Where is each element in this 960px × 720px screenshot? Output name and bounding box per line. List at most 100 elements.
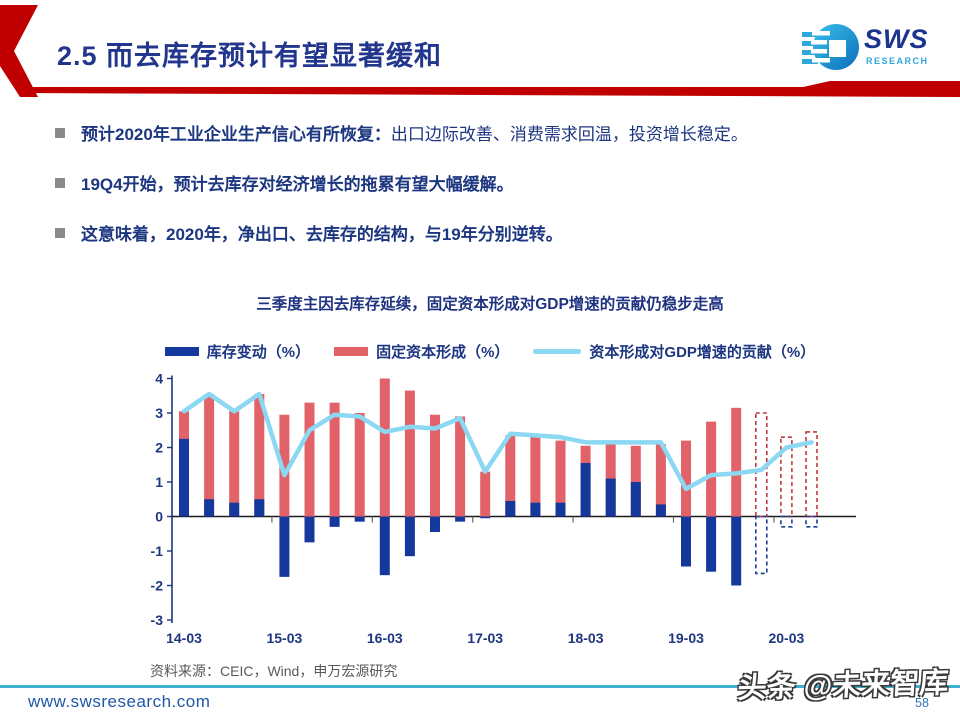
bar [605,478,616,517]
x-tick-label: 20-03 [768,630,804,646]
sws-logo: SWS RESEARCH [802,18,952,80]
bar [229,502,240,517]
bar [530,435,541,517]
x-tick-label: 18-03 [568,630,604,646]
bar [505,500,516,517]
bar [354,516,365,522]
bar [304,516,315,543]
footer-divider [0,685,960,688]
bar [731,407,742,517]
bar [655,504,666,517]
bar [480,471,491,517]
forecast-bar [754,515,768,575]
bar [655,444,666,517]
bullet-marker [55,128,65,138]
bar [555,502,566,517]
bullet-rest-text: 出口边际改善、消费需求回温，投资增长稳定。 [390,125,748,144]
chart-title: 三季度主因去库存延续，固定资本形成对GDP增速的贡献仍稳步走高 [256,296,724,313]
page-number: 58 [915,696,929,710]
x-tick-label: 15-03 [266,630,302,646]
legend-label: 固定资本形成（%） [376,344,510,361]
x-tick-label: 19-03 [668,630,704,646]
bar [430,516,440,533]
bar [731,516,742,586]
bullet-lead-text: 预计2020年工业企业生产信心有所恢复： [81,125,391,144]
forecast-bar [780,515,793,528]
bar [630,482,641,517]
legend-item-gdp-contribution: 资本形成对GDP增速的贡献（%） [533,341,815,362]
bar [580,445,591,517]
y-tick-label: -3 [151,612,164,628]
y-tick-label: 1 [155,474,163,490]
chart-legend: 库存变动（%） 固定资本形成（%） 资本形成对GDP增速的贡献（%） [140,341,840,362]
bullet-lead-text: 19Q4开始，预计去库存对经济增长的拖累有望大幅缓解。 [81,175,514,194]
legend-label: 库存变动（%） [206,344,311,361]
bullet-item: 19Q4开始，预计去库存对经济增长的拖累有望大幅缓解。 [55,170,945,194]
bar [204,394,215,517]
source-note: 资料来源：CEIC，Wind，申万宏源研究 [150,663,398,679]
bar [455,516,466,522]
bullet-lead-text: 这意味着，2020年，净出口、去库存的结构，与19年分别逆转。 [81,225,563,244]
bar [279,516,290,577]
y-tick-label: -2 [151,578,164,594]
red-header-band [20,81,960,97]
bar [179,411,189,517]
bullet-item: 这意味着，2020年，净出口、去库存的结构，与19年分别逆转。 [55,220,945,244]
y-tick-label: 4 [155,371,163,387]
bar [455,416,466,517]
legend-item-inventory: 库存变动（%） [164,341,311,362]
bar [681,516,691,567]
bar [605,444,616,517]
bar [706,421,717,517]
y-tick-label: 2 [155,440,163,456]
bar [179,438,189,517]
bar [254,394,265,517]
forecast-bar [754,412,768,518]
bar [379,516,390,576]
header-decoration [0,5,960,97]
bar [505,435,516,517]
forecast-bar [805,431,818,518]
bar [354,413,365,517]
bar [304,402,315,517]
bullet-marker [55,228,65,238]
bullet-marker [55,178,65,188]
bar [480,516,491,519]
page-title: 2.5 而去库存预计有望显著缓和 [57,41,443,71]
bar [229,411,240,517]
x-tick-label: 17-03 [467,630,503,646]
legend-swatch-red-bar [334,347,369,356]
bar [329,516,340,527]
bar [430,414,440,517]
y-tick-label: -1 [151,543,164,559]
x-tick-label: 16-03 [367,630,403,646]
logo-text: SWS [864,24,929,54]
bar [555,440,566,517]
bar [681,440,691,517]
website-url: www.swsresearch.com [28,692,211,711]
legend-swatch-line [533,349,582,354]
legend-swatch-navy-bar [164,347,199,356]
bar [404,390,415,517]
bar [404,516,415,557]
bar [254,499,265,517]
bar [580,463,591,517]
sws-globe-icon [802,24,859,70]
bar [204,499,215,517]
bar [706,516,717,572]
bar [630,445,641,517]
line-series [181,391,814,492]
bar [379,378,390,517]
legend-label: 资本形成对GDP增速的贡献（%） [589,344,816,361]
forecast-bar [780,436,793,518]
bar [279,414,290,517]
bar [530,502,541,517]
logo-subtext: RESEARCH [866,56,929,66]
red-chevron-shape [0,5,38,97]
legend-item-capital-formation: 固定资本形成（%） [334,341,509,362]
forecast-bar [805,515,818,528]
bar [329,402,340,517]
x-tick-label: 14-03 [166,630,202,646]
bullet-item: 预计2020年工业企业生产信心有所恢复：出口边际改善、消费需求回温，投资增长稳定… [55,120,945,144]
y-tick-label: 3 [155,405,163,421]
